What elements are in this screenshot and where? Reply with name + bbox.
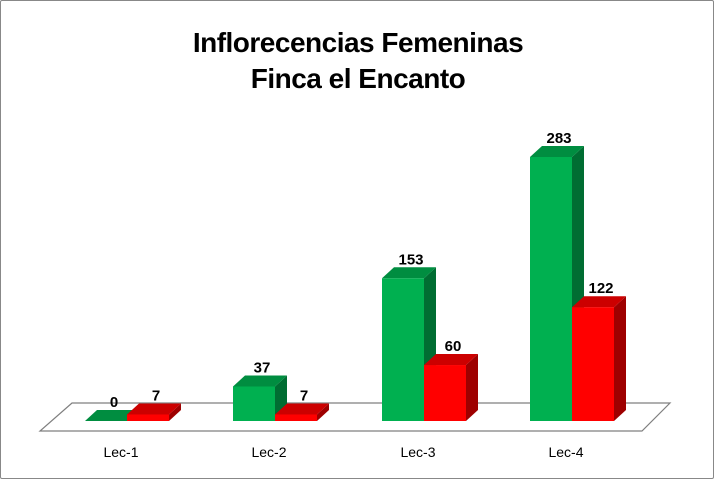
category-label-lec-3: Lec-3 bbox=[400, 444, 435, 460]
chart-labels-layer: 0 7 Lec-1 37 7 Lec-2 153 60 Lec-3 283 122 Lec-4 bbox=[103, 130, 613, 460]
data-label-lec-4-series-2: 122 bbox=[588, 280, 613, 297]
bar-lec-4-series-2 bbox=[572, 296, 626, 421]
bar-lec-3-series-1 bbox=[382, 267, 436, 421]
bar-lec-3-series-2 bbox=[424, 354, 478, 421]
bar-lec-2-series-1 bbox=[233, 375, 287, 421]
data-label-lec-3-series-2: 60 bbox=[445, 338, 462, 355]
chart-floor bbox=[38, 402, 672, 432]
category-label-lec-1: Lec-1 bbox=[103, 444, 138, 460]
chart-bars-layer bbox=[85, 146, 626, 421]
bar-lec-2-series-2 bbox=[275, 403, 329, 421]
data-label-lec-2-series-2: 7 bbox=[300, 387, 308, 404]
data-label-lec-3-series-1: 153 bbox=[398, 251, 423, 268]
chart-title: Inflorecencias Femeninas Finca el Encant… bbox=[1, 25, 714, 97]
chart-floor-layer bbox=[38, 402, 672, 432]
bar-lec-1-series-2 bbox=[127, 403, 181, 421]
category-label-lec-2: Lec-2 bbox=[251, 444, 286, 460]
bar-lec-1-series-1 bbox=[85, 410, 139, 421]
chart-title-line-2: Finca el Encanto bbox=[250, 63, 466, 94]
chart-title-line-1: Inflorecencias Femeninas bbox=[192, 27, 524, 58]
category-label-lec-4: Lec-4 bbox=[548, 444, 583, 460]
data-label-lec-1-series-2: 7 bbox=[152, 387, 160, 404]
data-label-lec-2-series-1: 37 bbox=[254, 359, 271, 376]
data-label-lec-4-series-1: 283 bbox=[546, 130, 571, 147]
data-label-lec-1-series-1: 0 bbox=[110, 394, 118, 411]
